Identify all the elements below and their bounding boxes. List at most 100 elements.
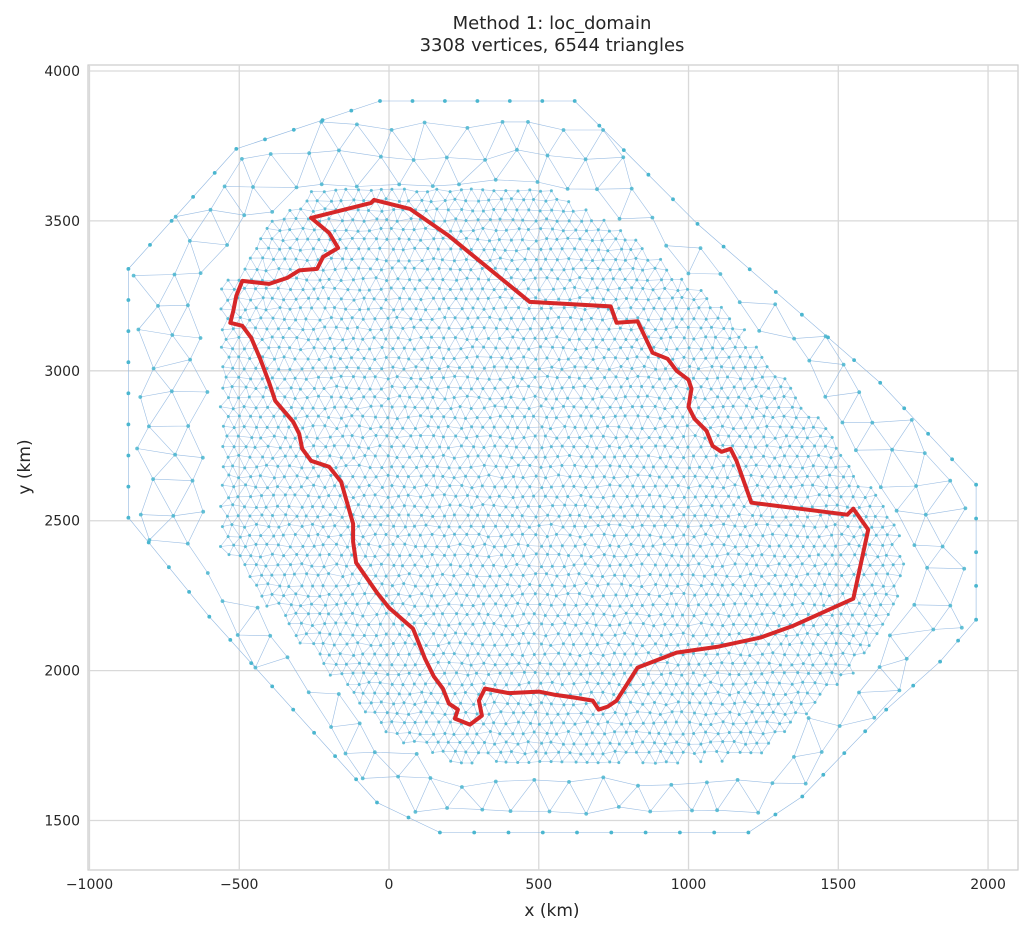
mesh-vertex [794,396,797,400]
mesh-vertex [911,683,916,688]
mesh-vertex [573,425,577,429]
mesh-vertex [601,318,604,322]
mesh-vertex [833,523,837,527]
mesh-vertex [187,590,192,594]
mesh-vertex [227,396,230,400]
mesh-vertex [312,642,316,646]
mesh-vertex [357,721,362,726]
mesh-vertex [481,503,485,507]
mesh-vertex [522,670,526,674]
mesh-vertex [692,752,696,755]
mesh-vertex [311,584,315,588]
mesh-vertex [585,602,589,606]
mesh-vertex [721,405,725,409]
mesh-vertex [744,464,748,468]
mesh-vertex [254,485,258,489]
mesh-vertex [323,407,327,411]
mesh-vertex [699,584,703,588]
mesh-vertex [287,622,291,626]
mesh-vertex [334,466,338,470]
mesh-vertex [642,364,646,368]
mesh-vertex [601,690,605,694]
mesh-vertex [760,355,764,359]
mesh-vertex [898,574,902,578]
mesh-vertex [521,495,525,499]
mesh-vertex [641,683,645,686]
mesh-vertex [282,317,286,321]
mesh-vertex [828,473,832,477]
mesh-vertex [454,297,458,301]
mesh-vertex [608,604,612,608]
mesh-vertex [520,238,524,242]
mesh-vertex [397,673,401,677]
mesh-vertex [249,554,253,558]
mesh-vertex [816,475,820,479]
mesh-vertex [754,523,758,526]
mesh-vertex [374,434,378,437]
mesh-vertex [522,456,526,460]
mesh-vertex [444,155,449,160]
mesh-vertex [839,631,843,635]
mesh-vertex [285,655,290,660]
mesh-vertex [367,446,370,450]
mesh-vertex [363,375,367,379]
mesh-vertex [493,779,498,784]
mesh-vertex [237,375,241,379]
mesh-vertex [596,584,600,588]
mesh-vertex [392,702,396,706]
mesh-vertex [956,638,960,643]
mesh-vertex [493,444,497,448]
mesh-vertex [720,386,724,390]
mesh-vertex [561,484,565,488]
mesh-vertex [321,525,325,529]
mesh-vertex [625,435,629,439]
mesh-vertex [425,740,429,744]
mesh-vertex [407,671,411,675]
mesh-vertex [510,296,514,300]
mesh-vertex [514,249,518,253]
mesh-vertex [472,830,477,835]
mesh-vertex [858,643,862,647]
mesh-vertex [395,435,399,439]
mesh-edges [128,100,977,833]
mesh-vertex [773,475,777,479]
mesh-vertex [413,563,417,567]
mesh-vertex [200,455,205,460]
mesh-vertex [373,357,377,361]
mesh-vertex [631,484,635,488]
mesh-vertex [432,237,436,241]
mesh-vertex [659,257,663,261]
mesh-vertex [521,654,525,657]
mesh-vertex [567,436,571,439]
mesh-vertex [236,495,240,499]
mesh-vertex [221,365,225,369]
mesh-vertex [471,306,475,310]
mesh-vertex [499,614,503,618]
mesh-vertex [492,545,496,549]
mesh-vertex [823,544,827,548]
mesh-vertex [395,456,399,459]
mesh-vertex [635,355,639,359]
mesh-vertex [437,525,441,529]
mesh-vertex [277,345,281,349]
mesh-vertex [266,444,270,448]
mesh-vertex [959,625,964,630]
mesh-vertex [436,701,440,705]
mesh-vertex [693,514,697,518]
mesh-vertex [533,276,537,280]
mesh-vertex [687,486,691,490]
mesh-vertex [602,532,606,536]
mesh-vertex [504,189,508,193]
mesh-vertex [446,208,450,212]
mesh-vertex [719,504,723,508]
mesh-vertex [447,623,451,627]
mesh-vertex [573,463,577,467]
mesh-vertex [412,682,416,686]
mesh-vertex [226,535,230,539]
mesh-vertex [743,386,746,390]
mesh-vertex [167,565,171,570]
mesh-vertex [589,555,593,559]
mesh-vertex [207,614,212,619]
mesh-vertex [231,464,235,468]
mesh-vertex [335,562,339,566]
